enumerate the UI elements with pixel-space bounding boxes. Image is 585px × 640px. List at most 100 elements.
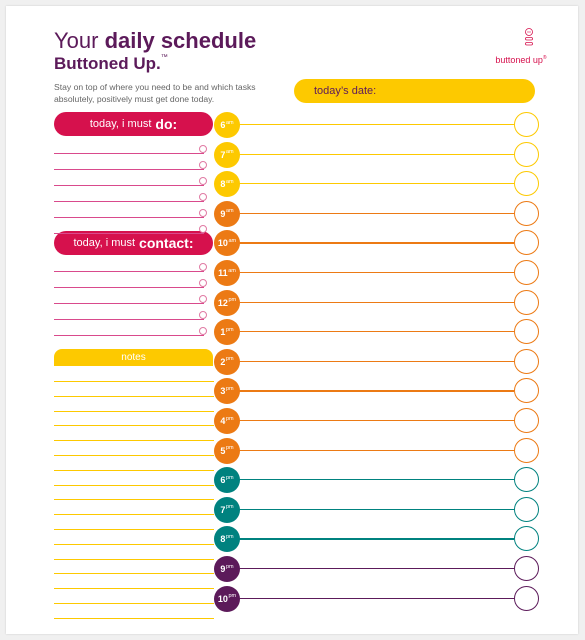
hour-row-11am[interactable]: 11 am (214, 260, 540, 286)
hour-done-checkbox[interactable] (514, 289, 539, 315)
hour-done-checkbox[interactable] (514, 200, 539, 226)
do-task-line[interactable] (54, 153, 204, 154)
contact-line[interactable] (54, 303, 204, 304)
hour-done-checkbox[interactable] (514, 556, 539, 581)
hour-done-checkbox[interactable] (514, 408, 539, 433)
notes-line[interactable] (54, 484, 214, 486)
notes-line[interactable] (54, 455, 214, 456)
contact-line[interactable] (54, 271, 204, 272)
contact-checkbox[interactable] (199, 295, 207, 303)
notes-line[interactable] (54, 469, 214, 471)
contact-checkbox[interactable] (199, 263, 207, 271)
notes-line[interactable] (54, 588, 214, 590)
do-task-checkbox[interactable] (199, 161, 207, 169)
hour-entry-line[interactable] (238, 183, 514, 185)
hour-row-1pm[interactable]: 1 pm (214, 319, 540, 346)
hour-done-checkbox[interactable] (514, 319, 539, 345)
hour-entry-line[interactable] (238, 212, 514, 215)
notes-line[interactable] (54, 529, 214, 530)
hour-entry-line[interactable] (238, 390, 514, 392)
do-task-line[interactable] (54, 185, 204, 186)
contact-line[interactable] (54, 319, 204, 320)
hour-done-checkbox[interactable] (514, 230, 539, 256)
hour-row-10am[interactable]: 10 am (214, 230, 540, 257)
notes-line[interactable] (54, 603, 214, 604)
hour-number: 2 (220, 356, 226, 367)
hour-number: 11 (218, 268, 228, 278)
notes-line[interactable] (54, 514, 214, 516)
notes-line[interactable] (54, 499, 214, 501)
hour-entry-line[interactable] (238, 449, 514, 451)
hour-entry-line[interactable] (238, 420, 514, 422)
page-subtitle: Buttoned Up.™ (54, 54, 168, 74)
hour-entry-line[interactable] (238, 360, 514, 363)
hour-entry-line[interactable] (238, 568, 514, 570)
hour-suffix: am (225, 149, 234, 156)
notes-line[interactable] (54, 425, 214, 427)
notes-header: notes (54, 349, 213, 366)
hour-row-2pm[interactable]: 2 pm (214, 348, 540, 375)
do-task-checkbox[interactable] (199, 225, 207, 233)
hour-done-checkbox[interactable] (514, 526, 539, 552)
hour-done-checkbox[interactable] (514, 348, 539, 374)
contact-line[interactable] (54, 287, 204, 288)
hour-badge: 6 am (214, 112, 240, 138)
hour-entry-line[interactable] (238, 538, 514, 540)
hour-badge: 1 pm (214, 319, 240, 346)
hour-row-12pm[interactable]: 12 pm (214, 289, 540, 316)
hour-row-10pm[interactable]: 10 pm (214, 585, 540, 612)
notes-line[interactable] (54, 440, 214, 442)
notes-line[interactable] (54, 395, 214, 397)
notes-line[interactable] (54, 617, 214, 619)
hour-row-3pm[interactable]: 3 pm (214, 378, 540, 405)
hour-entry-line[interactable] (238, 301, 514, 303)
contact-checkbox[interactable] (199, 279, 207, 287)
do-task-checkbox[interactable] (199, 145, 207, 153)
hour-entry-line[interactable] (238, 242, 514, 244)
do-task-line[interactable] (54, 217, 204, 218)
hour-row-6pm[interactable]: 6 pm (214, 467, 540, 494)
hour-row-8pm[interactable]: 8 pm (214, 526, 540, 553)
do-task-line[interactable] (54, 201, 204, 202)
hour-entry-line[interactable] (238, 272, 514, 274)
hour-row-9pm[interactable]: 9 pm (214, 556, 540, 582)
hour-done-checkbox[interactable] (514, 378, 539, 404)
notes-line[interactable] (54, 381, 214, 382)
hour-entry-line[interactable] (238, 153, 514, 155)
hour-entry-line[interactable] (238, 597, 514, 599)
hour-row-6am[interactable]: 6 am (214, 112, 540, 138)
hour-entry-line[interactable] (238, 479, 514, 481)
do-task-line[interactable] (54, 233, 204, 234)
hour-done-checkbox[interactable] (514, 437, 539, 463)
notes-line[interactable] (54, 573, 214, 575)
hour-entry-line[interactable] (238, 508, 514, 511)
hour-row-9am[interactable]: 9 am (214, 200, 540, 227)
hour-row-8am[interactable]: 8 am (214, 171, 540, 198)
todays-date-field[interactable]: today’s date: (294, 79, 535, 103)
hour-done-checkbox[interactable] (514, 467, 539, 493)
contact-line[interactable] (54, 335, 204, 336)
hour-number: 3 (220, 386, 226, 397)
contact-checkbox[interactable] (199, 311, 207, 319)
do-task-line[interactable] (54, 169, 204, 170)
do-task-checkbox[interactable] (199, 209, 207, 217)
hour-done-checkbox[interactable] (514, 171, 539, 197)
hour-row-5pm[interactable]: 5 pm (214, 437, 540, 464)
hour-done-checkbox[interactable] (514, 112, 539, 137)
hour-done-checkbox[interactable] (514, 585, 539, 611)
hour-done-checkbox[interactable] (514, 141, 539, 167)
hour-entry-line[interactable] (238, 331, 514, 333)
hour-entry-line[interactable] (238, 124, 514, 126)
notes-line[interactable] (54, 558, 214, 560)
hour-done-checkbox[interactable] (514, 496, 539, 522)
do-task-checkbox[interactable] (199, 177, 207, 185)
hour-row-7am[interactable]: 7 am (214, 141, 540, 168)
hour-row-7pm[interactable]: 7 pm (214, 496, 540, 523)
contact-checkbox[interactable] (199, 327, 207, 335)
hour-number: 1 (220, 327, 226, 338)
hour-done-checkbox[interactable] (514, 260, 539, 285)
hour-row-4pm[interactable]: 4 pm (214, 408, 540, 434)
notes-line[interactable] (54, 543, 214, 545)
do-task-checkbox[interactable] (199, 193, 207, 201)
notes-line[interactable] (54, 410, 214, 412)
